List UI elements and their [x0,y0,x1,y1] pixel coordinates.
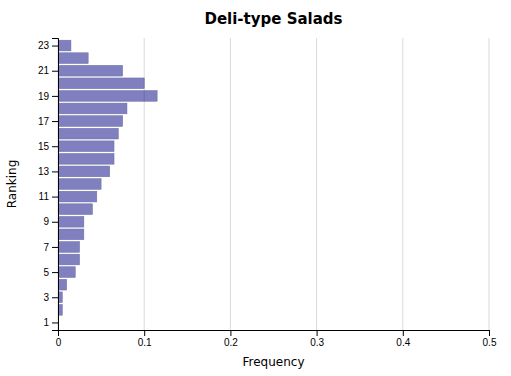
y-tick-label: 3 [43,292,49,303]
x-tick-label: 0.4 [396,337,410,348]
x-axis-line [59,331,490,337]
x-tick: 0.3 [310,330,324,348]
y-tick: 1 [43,317,58,328]
y-tick: 7 [43,242,58,253]
bar [58,179,101,190]
x-tick: 0.2 [224,330,238,348]
x-tick: 0.1 [138,330,152,348]
bar [58,116,123,127]
bar [58,78,144,89]
y-tick-label: 17 [38,116,50,127]
y-axis-title: Ranking [5,160,19,209]
bar [58,141,114,152]
y-tick-mark [52,297,58,298]
bar [58,166,110,177]
y-tick-mark [52,222,58,223]
y-tick-label: 15 [38,141,50,152]
y-tick-mark [52,71,58,72]
y-tick: 5 [43,267,58,278]
x-axis-title: Frequency [243,355,305,369]
y-tick-label: 19 [38,91,50,102]
y-tick: 17 [38,116,58,127]
x-tick-label: 0.5 [483,337,497,348]
bar [58,91,157,102]
bar [58,128,118,139]
y-tick-label: 13 [38,166,50,177]
y-tick-label: 7 [43,242,49,253]
bar [58,229,84,240]
x-tick-mark [489,330,490,336]
y-tick-label: 5 [43,267,49,278]
y-tick: 19 [38,91,58,102]
grid-line [316,38,317,330]
y-tick: 23 [38,40,58,51]
x-tick: 0.4 [396,330,410,348]
bar [58,65,123,76]
y-tick-mark [52,247,58,248]
bar [58,40,71,51]
y-tick-label: 9 [43,216,49,227]
y-tick-mark [52,46,58,47]
bar [58,267,75,278]
bars [58,40,157,315]
y-tick: 15 [38,141,58,152]
y-tick-mark [52,121,58,122]
y-tick-mark [52,146,58,147]
x-tick-label: 0.3 [310,337,324,348]
x-tick-mark [317,330,318,336]
grid-line [489,38,490,330]
bar [58,242,80,253]
y-tick-mark [52,272,58,273]
y-tick-label: 21 [38,65,50,76]
x-tick-label: 0.1 [138,337,152,348]
grid-line [144,38,145,330]
y-tick-mark [52,96,58,97]
chart: 00.10.20.30.40.51357911131517192123Deli-… [0,0,511,376]
bar [58,103,127,114]
y-tick-label: 1 [43,317,49,328]
title: Deli-type Salads [204,10,342,28]
x-tick-mark [403,330,404,336]
plot-area: 00.10.20.30.40.51357911131517192123 [38,38,497,348]
y-tick: 3 [43,292,58,303]
x-tick: 0 [56,330,62,348]
bar [58,191,97,202]
grid-line [230,38,231,330]
grid [58,38,489,330]
bar [58,279,67,290]
bar [58,153,114,164]
bar [58,254,80,265]
y-axis-line [52,39,59,331]
y-tick-mark [52,322,58,323]
bar [58,53,88,64]
x-axis: 0 0.1 0.2 0.3 0.4 0.5 [56,330,497,348]
y-tick: 9 [43,216,58,227]
y-axis: 1357911131517192123 [38,39,59,331]
x-tick: 0.5 [483,330,497,348]
y-tick-mark [52,197,58,198]
y-tick: 21 [38,65,58,76]
y-tick-label: 23 [38,40,50,51]
bar [58,204,92,215]
x-tick-mark [144,330,145,336]
x-tick-label: 0.2 [224,337,238,348]
y-tick-label: 11 [39,191,50,202]
y-tick: 13 [38,166,58,177]
y-tick: 11 [39,191,58,202]
bar [58,216,84,227]
x-tick-label: 0 [56,337,62,348]
grid-line [402,38,403,330]
x-tick-mark [230,330,231,336]
y-tick-mark [52,171,58,172]
